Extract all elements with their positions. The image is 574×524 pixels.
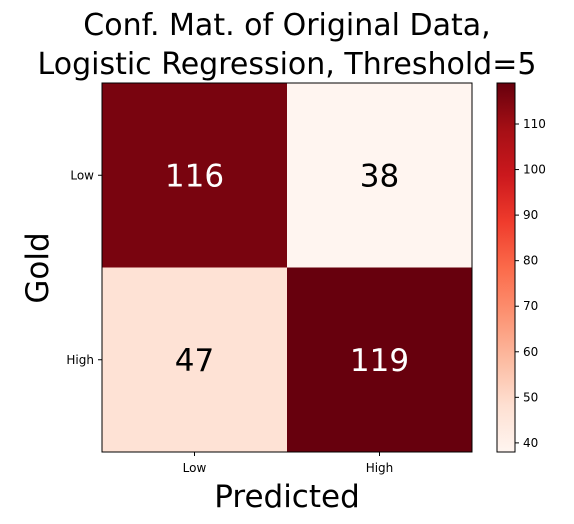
- heatmap-cell-1-0: [102, 267, 287, 452]
- heatmap-cell-0-1: [287, 83, 472, 268]
- heatmap-cell-labels: 116 38 47 119: [165, 158, 409, 379]
- chart-title-line-1: Conf. Mat. of Original Data,: [83, 8, 490, 43]
- colorbar-tick-label: 100: [523, 163, 546, 177]
- y-tick-label: Low: [70, 168, 94, 182]
- cell-value-0-1: 38: [360, 158, 399, 194]
- cell-value-0-0: 116: [165, 158, 224, 194]
- colorbar: [496, 82, 516, 453]
- cell-value-1-1: 119: [350, 343, 409, 379]
- plot-frame: [101, 82, 473, 453]
- heatmap-cell-0-0: [102, 83, 287, 268]
- x-axis-title: Predicted: [214, 479, 360, 515]
- colorbar-tick-label: 60: [523, 345, 538, 359]
- y-axis-title: Gold: [20, 232, 56, 303]
- colorbar-tick-label: 70: [523, 299, 538, 313]
- colorbar-tick-label: 110: [523, 117, 546, 131]
- x-axis-ticks: Low High: [183, 452, 394, 475]
- heatmap-cells: [102, 83, 472, 452]
- x-tick-label: Low: [183, 461, 207, 475]
- colorbar-tick-label: 80: [523, 254, 538, 268]
- y-axis-ticks: Low High: [66, 168, 102, 367]
- colorbar-tick-label: 90: [523, 208, 538, 222]
- colorbar-tick-label: 40: [523, 436, 538, 450]
- cell-value-1-0: 47: [175, 343, 214, 379]
- chart-title-line-2: Logistic Regression, Threshold=5: [38, 47, 537, 82]
- colorbar-tick-label: 50: [523, 390, 538, 404]
- heatmap-cell-1-1: [287, 267, 472, 452]
- y-tick-label: High: [66, 353, 94, 367]
- colorbar-ticks: 40 50 60 70 80 90 100 110: [515, 117, 546, 450]
- x-tick-label: High: [366, 461, 394, 475]
